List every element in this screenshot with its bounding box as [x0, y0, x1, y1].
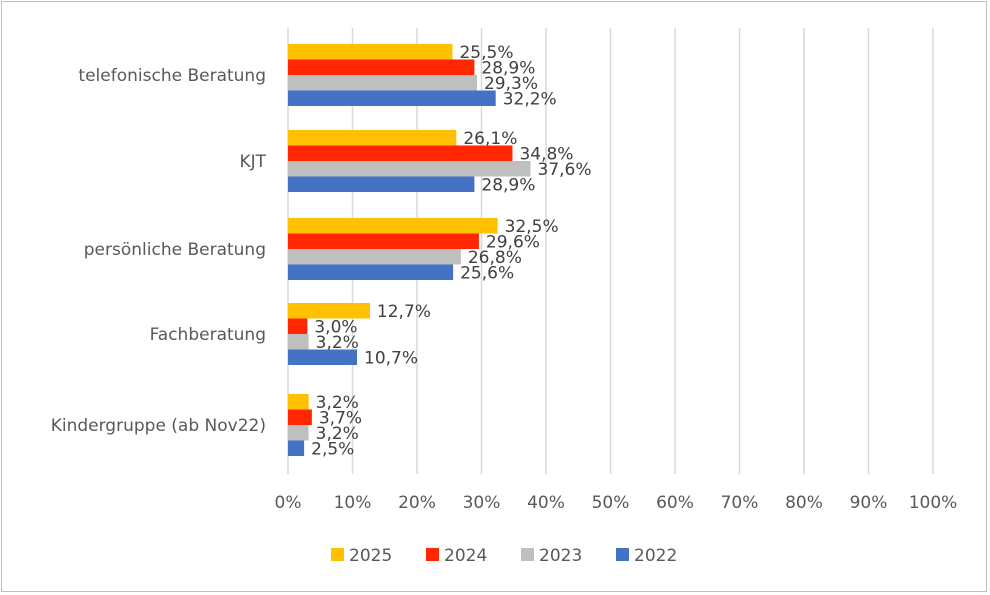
bar-2024: [288, 59, 475, 75]
x-tick-label: 60%: [656, 493, 694, 513]
bar-2024: [288, 318, 308, 334]
legend-label: 2023: [539, 546, 582, 566]
bar-2025: [288, 303, 370, 319]
bar-2023: [288, 334, 309, 350]
bar-2023: [288, 75, 477, 91]
bar-2023: [288, 161, 531, 177]
data-label: 3,2%: [316, 333, 359, 353]
legend-swatch-2023: [521, 548, 534, 561]
bar-2022: [288, 440, 305, 456]
data-label: 32,5%: [505, 217, 559, 237]
legend-swatch-2022: [616, 548, 629, 561]
bar-2022: [288, 349, 358, 365]
bar-2025: [288, 218, 498, 234]
category-label: telefonische Beratung: [78, 66, 266, 86]
data-label: 37,6%: [538, 160, 592, 180]
data-label: 3,2%: [316, 393, 359, 413]
data-label: 3,0%: [314, 318, 357, 338]
data-label: 12,7%: [377, 302, 431, 322]
legend-label: 2024: [444, 546, 487, 566]
data-label: 25,5%: [459, 43, 513, 63]
bar-2024: [288, 145, 513, 161]
x-tick-label: 50%: [592, 493, 630, 513]
bar-2025: [288, 394, 309, 410]
category-label: Fachberatung: [150, 325, 266, 345]
data-label: 28,9%: [481, 176, 535, 196]
bar-2024: [288, 409, 312, 425]
data-label: 25,6%: [460, 264, 514, 284]
legend-swatch-2024: [426, 548, 439, 561]
x-tick-label: 0%: [275, 493, 302, 513]
bar-2023: [288, 249, 461, 265]
bar-2025: [288, 44, 453, 60]
legend-label: 2022: [634, 546, 677, 566]
x-tick-label: 10%: [334, 493, 372, 513]
data-label: 10,7%: [364, 349, 418, 369]
x-tick-label: 30%: [463, 493, 501, 513]
x-tick-label: 20%: [398, 493, 436, 513]
legend-label: 2025: [349, 546, 392, 566]
data-label: 28,9%: [481, 59, 535, 79]
x-tick-label: 40%: [527, 493, 565, 513]
bar-2022: [288, 90, 496, 106]
data-label: 26,8%: [468, 248, 522, 268]
bar-2022: [288, 264, 454, 280]
bar-2025: [288, 130, 457, 146]
data-label: 2,5%: [311, 440, 354, 460]
data-label: 3,7%: [319, 409, 362, 429]
bar-2024: [288, 233, 479, 249]
data-label: 3,2%: [316, 424, 359, 444]
category-label: KJT: [239, 152, 266, 172]
x-tick-label: 70%: [721, 493, 759, 513]
category-label: persönliche Beratung: [84, 240, 266, 260]
category-label: Kindergruppe (ab Nov22): [51, 416, 266, 436]
data-label: 26,1%: [463, 129, 517, 149]
x-tick-label: 90%: [850, 493, 888, 513]
data-label: 29,6%: [486, 233, 540, 253]
x-tick-label: 80%: [785, 493, 823, 513]
x-tick-label: 100%: [909, 493, 958, 513]
bar-2022: [288, 176, 475, 192]
data-label: 32,2%: [503, 90, 557, 110]
bar-2023: [288, 425, 309, 441]
data-label: 29,3%: [484, 74, 538, 94]
legend-swatch-2025: [331, 548, 344, 561]
data-label: 34,8%: [519, 145, 573, 165]
